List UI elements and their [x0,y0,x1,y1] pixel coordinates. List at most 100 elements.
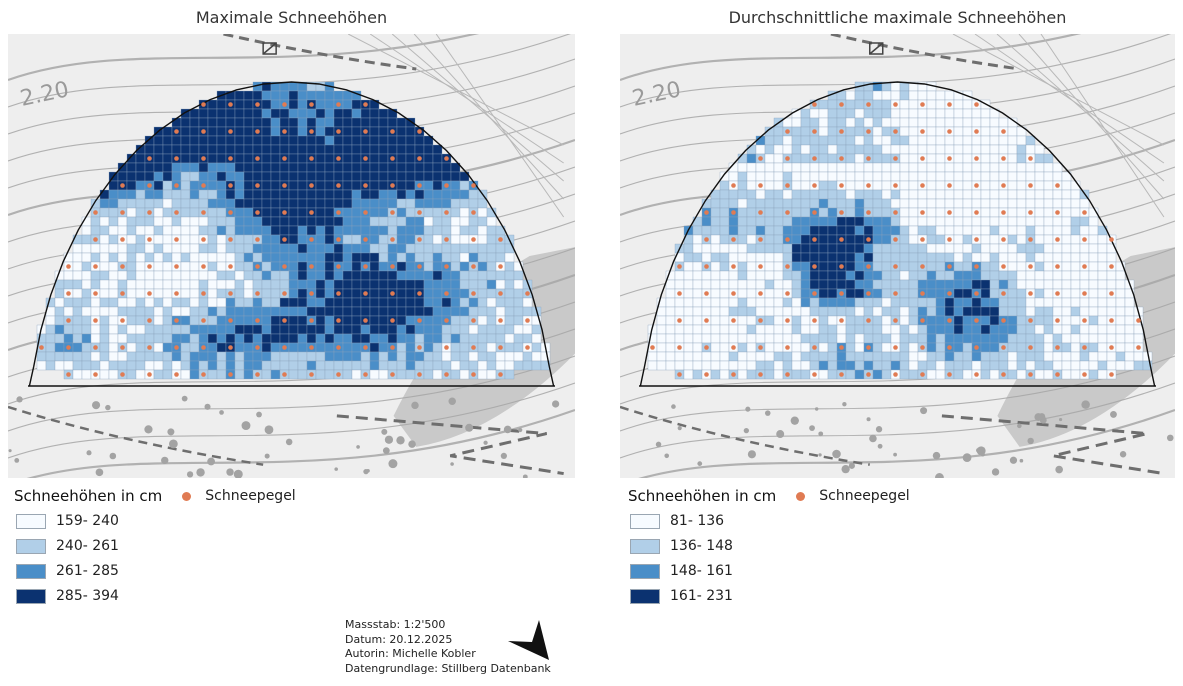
source-text: Datengrundlage: Stillberg Datenbank [345,661,551,675]
grid-cell [135,225,146,236]
study-area-outline [639,81,1156,387]
grid-cell [1043,342,1054,353]
grid-cell [836,117,847,128]
grid-cell [737,189,748,200]
grid-cell [459,207,470,218]
grid-cell [162,126,173,137]
grid-cell [342,99,353,110]
grid-cell [989,234,1000,245]
grid-cell [872,270,883,281]
grid-cell [459,333,470,344]
grid-cell [45,324,56,335]
grid-cell [405,189,416,200]
grid-cell [737,270,748,281]
grid-cell [1052,360,1063,371]
grid-cell [153,234,164,245]
grid-cell [477,306,488,317]
grid-cell [1007,153,1018,164]
grid-cell [1007,270,1018,281]
grid-cell [369,108,380,119]
grid-cell [225,333,236,344]
grid-cell [99,252,110,263]
legend-class-label: 261- 285 [56,563,119,579]
grid-cell [1025,216,1036,227]
grid-cell [944,135,955,146]
grid-cell [935,117,946,128]
grid-cell [432,360,443,371]
grid-cell [459,189,470,200]
grid-cell [944,198,955,209]
grid-cell [351,279,362,290]
grid-cell [773,198,784,209]
grid-cell [369,324,380,335]
grid-cell [746,342,757,353]
grid-cell [207,108,218,119]
grid-cell [1034,315,1045,326]
grid-cell [99,342,110,353]
grid-cell [270,333,281,344]
snow-gauge-point [390,237,395,242]
grid-cell [962,108,973,119]
legend-swatch [630,563,660,579]
grid-cell [243,117,254,128]
grid-cell [396,351,407,362]
grid-cell [405,315,416,326]
grid-cell [845,135,856,146]
grid-cell [692,261,703,272]
grid-cell [998,135,1009,146]
grid-cell [486,270,497,281]
grid-cell [243,333,254,344]
grid-cell [818,153,829,164]
grid-cell [854,288,865,299]
grid-cell [1079,279,1090,290]
grid-cell [180,117,191,128]
grid-cell [153,180,164,191]
grid-cell [270,261,281,272]
snow-gauge-point [785,345,790,350]
grid-cell [279,270,290,281]
grid-cell [234,369,245,380]
grid-cell [962,126,973,137]
grid-cell [189,198,200,209]
terrain-dot [1027,437,1034,445]
grid-cell [764,306,775,317]
snow-gauge-point [704,237,709,242]
grid-cell [827,297,838,308]
grid-cell [1070,216,1081,227]
grid-cell [432,279,443,290]
grid-cell [279,252,290,263]
grid-cell [306,351,317,362]
grid-cell [1088,306,1099,317]
grid-cell [171,216,182,227]
grid-cell [962,180,973,191]
grid-cell [252,117,263,128]
grid-cell [315,351,326,362]
grid-cell [1034,243,1045,254]
grid-cell [117,279,128,290]
grid-cell [153,333,164,344]
grid-cell [854,279,865,290]
grid-cell [486,225,497,236]
grid-cell [360,225,371,236]
grid-cell [773,360,784,371]
grid-cell [117,324,128,335]
grid-cell [315,243,326,254]
grid-cell [764,234,775,245]
grid-cell [1034,189,1045,200]
grid-cell [710,279,721,290]
grid-cell [1097,360,1108,371]
grid-cell [315,126,326,137]
grid-cell [1043,171,1054,182]
grid-cell [360,360,371,371]
grid-cell [818,252,829,263]
grid-cell [396,369,407,380]
grid-cell [369,153,380,164]
grid-cell [899,243,910,254]
grid-cell [198,144,209,155]
snow-gauge-point [525,291,530,296]
snow-gauge-point [893,210,898,215]
snow-gauge-point [677,318,682,323]
grid-cell [486,306,497,317]
grid-cell [1007,135,1018,146]
grid-cell [674,324,685,335]
